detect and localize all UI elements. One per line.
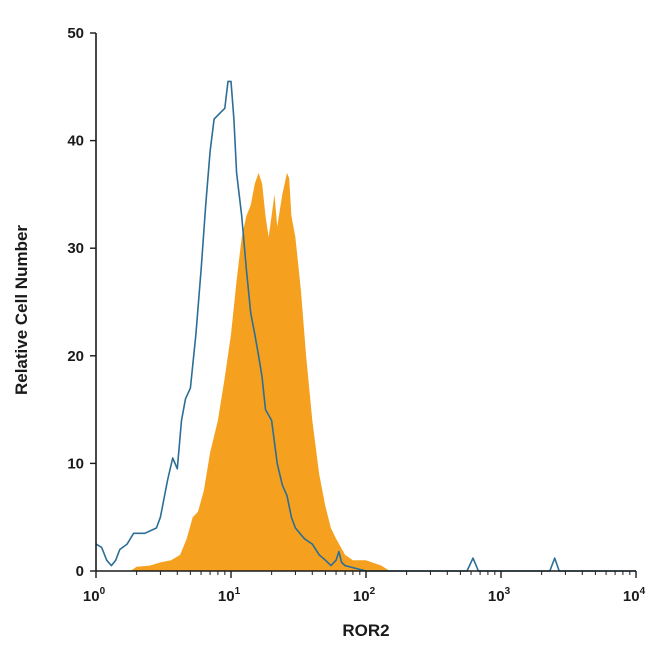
- x-tick-label: 102: [353, 586, 376, 605]
- y-tick-label: 40: [67, 133, 84, 150]
- x-tick-label: 101: [218, 586, 241, 605]
- y-tick-label: 20: [67, 348, 84, 365]
- x-tick-label: 100: [83, 586, 106, 605]
- x-axis-title: ROR2: [342, 621, 389, 640]
- y-axis-ticks: 0 10 20 30 40 50: [67, 25, 96, 580]
- y-axis-title: Relative Cell Number: [12, 225, 31, 395]
- x-tick-label: 104: [623, 586, 646, 605]
- y-tick-label: 50: [67, 25, 84, 42]
- y-tick-label: 30: [67, 240, 84, 257]
- stained-histogram: [96, 172, 636, 571]
- x-axis-ticks: 100 101 102 103 104: [83, 571, 646, 605]
- control-histogram: [95, 80, 636, 572]
- x-tick-label: 103: [488, 586, 511, 605]
- plot-area: [95, 80, 636, 572]
- y-tick-label: 10: [67, 455, 84, 472]
- y-tick-label: 0: [76, 563, 84, 580]
